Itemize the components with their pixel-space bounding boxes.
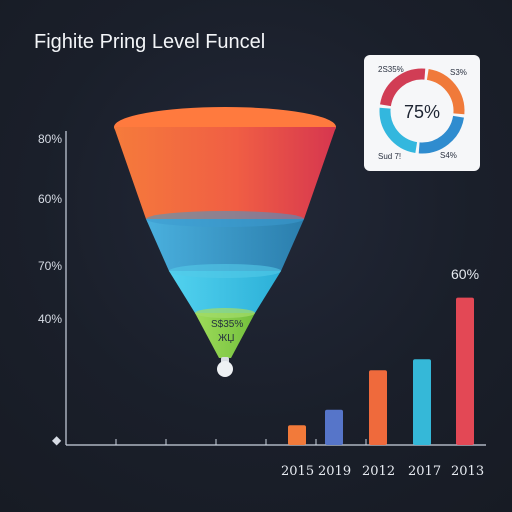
- funnel-label-2: ЖЏ: [218, 333, 234, 344]
- bar-chart: [288, 297, 474, 445]
- funnel-band-divider-2: [169, 264, 281, 278]
- y-axis-label-4: 40%: [38, 312, 62, 326]
- bar-category-label-5: 2013: [451, 464, 484, 479]
- bar-category-label-1: 2015: [281, 464, 314, 479]
- donut-center-value: 75%: [404, 102, 440, 122]
- bar-category-label-2: 2019: [318, 464, 351, 479]
- y-axis-label-1: 80%: [38, 132, 62, 146]
- bar-category-label-3: 2012: [362, 464, 395, 479]
- donut-segment-2: [426, 69, 465, 115]
- bar-3: [369, 370, 387, 445]
- y-axis-label-2: 60%: [38, 192, 62, 206]
- donut-card: 75% 2S35% S3% S4% Sud 7!: [364, 55, 480, 171]
- funnel-segment-2: [146, 219, 304, 271]
- funnel-drop-icon: [217, 361, 233, 377]
- funnel-band-divider-1: [146, 211, 304, 227]
- bar-top-value-label: 60%: [451, 266, 479, 282]
- bar-5: [456, 297, 474, 445]
- donut-label-top-right: S3%: [450, 68, 467, 77]
- funnel-segment-3: [169, 271, 281, 313]
- funnel-band-divider-3: [195, 308, 255, 318]
- donut-label-bottom-left: Sud 7!: [378, 152, 401, 161]
- donut-label-top-left: 2S35%: [378, 65, 404, 74]
- bar-2: [325, 409, 343, 445]
- donut-segment-4: [379, 107, 418, 153]
- y-axis-label-3: 70%: [38, 259, 62, 273]
- chart-title: Fighite Pring Level Funcel: [34, 31, 265, 53]
- bar-category-label-4: 2017: [408, 464, 441, 479]
- donut-segment-3: [418, 115, 464, 154]
- bar-1: [288, 425, 306, 445]
- funnel-segment-1: [114, 127, 336, 219]
- y-axis-label-5: ◆: [52, 433, 62, 447]
- donut-chart: [379, 68, 465, 154]
- bar-4: [413, 359, 431, 445]
- donut-segment-1: [380, 68, 426, 107]
- donut-label-bottom-right: S4%: [440, 151, 457, 160]
- funnel-segment-4: [195, 313, 255, 358]
- funnel-label-1: S$35%: [211, 319, 243, 330]
- donut-inner-circle: [398, 87, 446, 135]
- funnel-chart: S$35% ЖЏ: [114, 107, 336, 377]
